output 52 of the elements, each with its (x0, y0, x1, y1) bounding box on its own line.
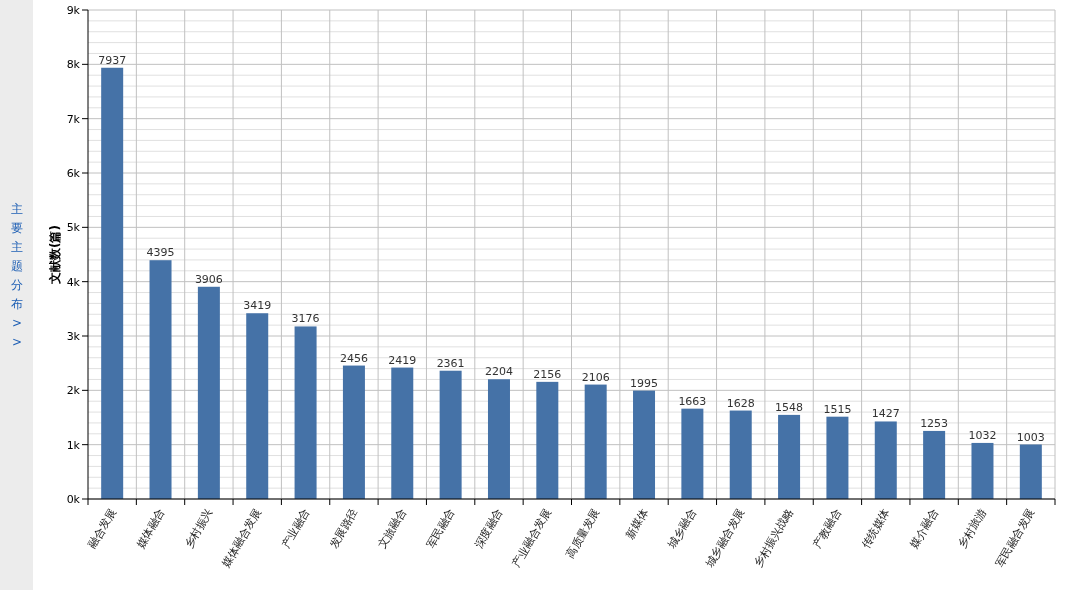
data-label: 3176 (291, 312, 320, 326)
y-tick-label: 4k (66, 275, 81, 289)
data-label: 1515 (823, 402, 852, 416)
x-tick-label: 媒体融合 (133, 506, 168, 551)
x-tick-label: 产业融合 (278, 506, 313, 551)
y-tick-label: 0k (66, 493, 81, 506)
data-label: 3419 (243, 299, 272, 313)
data-label: 2204 (484, 365, 513, 379)
y-tick-label: 2k (66, 384, 81, 398)
data-label: 1663 (678, 394, 707, 408)
data-label: 2156 (533, 367, 562, 381)
data-label: 1003 (1016, 430, 1045, 444)
data-label: 1032 (968, 428, 997, 442)
x-tick-label: 文旅融合 (375, 506, 409, 551)
x-tick-label: 深度融合 (472, 506, 506, 551)
data-label: 7937 (98, 53, 127, 67)
y-tick-label: 8k (66, 58, 81, 72)
data-label: 2456 (339, 351, 368, 365)
x-tick-label: 产业融合发展 (509, 506, 554, 570)
x-tick-label: 军民融合 (423, 506, 458, 551)
data-label: 1427 (871, 407, 900, 421)
x-tick-label: 融合发展 (85, 506, 119, 551)
data-label: 1995 (630, 376, 659, 390)
data-label: 2361 (436, 356, 465, 370)
data-label: 3906 (194, 272, 223, 286)
x-tick-label: 媒介融合 (907, 506, 941, 551)
x-tick-label: 发展路径 (327, 506, 361, 551)
data-label: 4395 (146, 246, 175, 260)
annotation: 主要主题分布 >> (11, 202, 23, 349)
data-label: 1628 (726, 396, 755, 410)
x-tick-label: 产教融合 (810, 506, 845, 551)
x-tick-label: 新媒体 (622, 506, 651, 542)
x-tick-label: 乡村振兴 (182, 506, 216, 551)
x-tick-label: 乡村振兴战略 (751, 506, 796, 570)
y-tick-label: 5k (66, 221, 81, 235)
y-tick-label: 3k (66, 330, 81, 343)
x-tick-label: 媒体融合发展 (219, 506, 264, 570)
x-tick-label: 高质量发展 (563, 506, 603, 561)
y-tick-label: 6k (66, 167, 81, 180)
x-tick-label: 城乡融合发展 (702, 506, 748, 571)
y-tick-label: 7k (66, 112, 81, 126)
data-label: 2106 (581, 370, 610, 384)
x-tick-label: 军民融合发展 (993, 506, 1038, 570)
x-tick-label: 传统媒体 (859, 506, 893, 551)
x-tick-label: 城乡融合 (665, 506, 699, 552)
y-tick-label: 9k (66, 4, 81, 17)
data-label: 1253 (920, 416, 949, 430)
y-axis-title: 文献数(篇) (48, 225, 62, 285)
x-tick-label: 乡村旅游 (955, 506, 990, 551)
data-label: 2419 (388, 353, 417, 367)
y-tick-label: 1k (66, 438, 81, 452)
data-label: 1548 (775, 400, 804, 414)
